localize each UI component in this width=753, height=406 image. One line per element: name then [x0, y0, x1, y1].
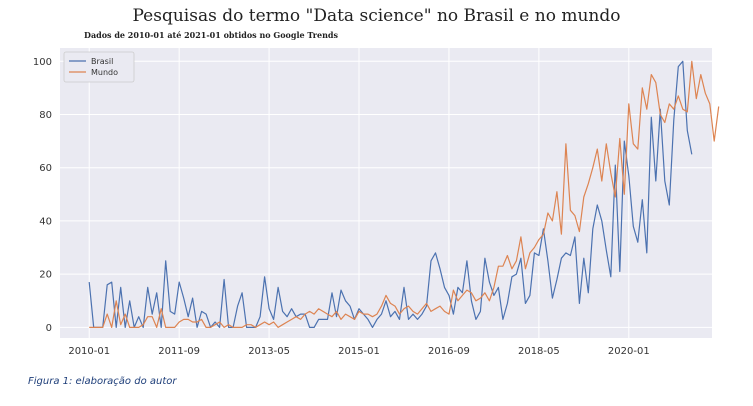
y-tick-label: 20: [39, 270, 52, 281]
legend-label: Mundo: [91, 68, 118, 77]
legend-box: [63, 51, 135, 83]
figure-caption: Figura 1: elaboração do autor: [28, 376, 177, 387]
series-line-brasil: [88, 60, 693, 328]
y-tick-label: 0: [46, 323, 52, 334]
chart-subtitle: Dados de 2010-01 até 2021-01 obtidos no …: [84, 30, 338, 40]
y-tick-label: 40: [39, 216, 52, 227]
y-tick-label: 80: [39, 110, 52, 121]
y-tick-label: 60: [39, 163, 52, 174]
x-tick-label: 2018-05: [518, 346, 560, 357]
legend-label: Brasil: [91, 57, 113, 66]
x-tick-label: 2013-05: [248, 346, 290, 357]
x-tick-label: 2011-09: [158, 346, 200, 357]
y-tick-label: 100: [33, 57, 52, 68]
x-tick-label: 2020-01: [608, 346, 650, 357]
x-tick-label: 2015-01: [338, 346, 380, 357]
x-tick-label: 2016-09: [428, 346, 470, 357]
x-tick-label: 2010-01: [68, 346, 110, 357]
chart-title: Pesquisas do termo "Data science" no Bra…: [132, 6, 621, 26]
series-line-mundo: [89, 60, 720, 328]
